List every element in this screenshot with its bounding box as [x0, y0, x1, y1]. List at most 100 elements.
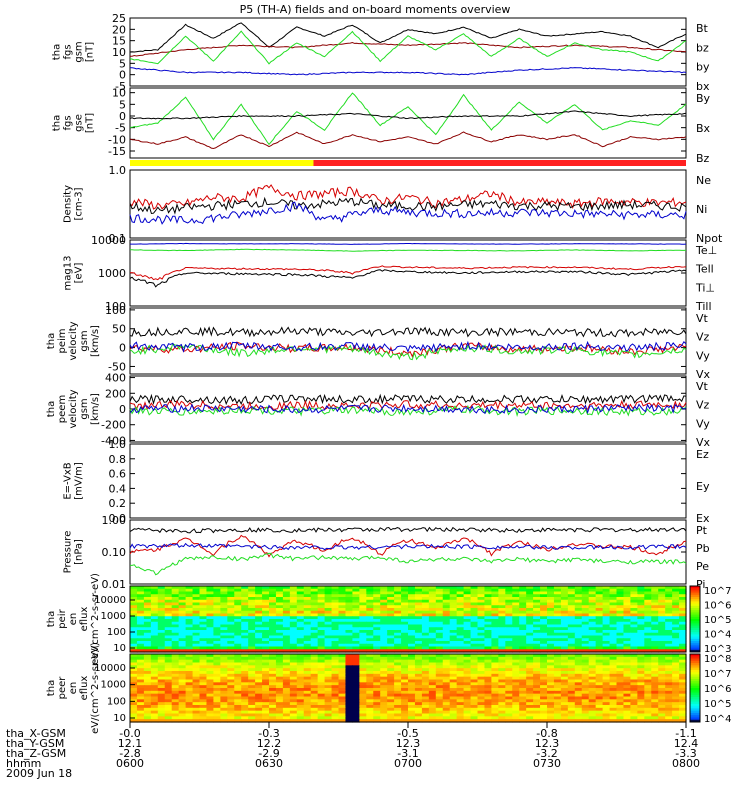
spectrogram-cell: [366, 594, 374, 598]
spectrogram-cell: [394, 613, 402, 617]
colorbar-label: 10^4: [704, 714, 731, 725]
spectrogram-cell: [540, 627, 548, 631]
spectrogram-cell: [512, 673, 520, 678]
ephem-label: tha_Y-GSM: [6, 737, 64, 750]
spectrogram-cell: [491, 613, 499, 617]
spectrogram-cell: [470, 713, 479, 717]
spectrogram-cell: [630, 676, 638, 681]
spectrogram-cell: [324, 679, 333, 683]
spectrogram-cell: [373, 671, 381, 675]
colorbar-step: [690, 669, 700, 673]
spectrogram-cell: [414, 693, 423, 698]
spectrogram-cell: [595, 685, 604, 689]
spectrogram-cell: [672, 643, 680, 648]
spectrogram-cell: [130, 594, 138, 598]
spectrogram-cell: [199, 608, 208, 612]
spectrogram-cell: [602, 662, 611, 666]
spectrogram-cell: [269, 613, 277, 617]
spectrogram-cell: [150, 696, 159, 700]
spectrogram-cell: [373, 659, 381, 664]
spectrogram-cell: [477, 588, 486, 593]
spectrogram-cell: [227, 608, 235, 612]
spectrogram-cell: [394, 719, 402, 723]
spectrogram-cell: [637, 624, 645, 628]
spectrogram-cell: [421, 630, 430, 634]
spectrogram-cell: [199, 656, 208, 661]
spectrogram-cell: [331, 668, 340, 672]
spectrogram-cell: [588, 613, 597, 617]
series-line-Bt: [129, 22, 687, 53]
spectrogram-cell: [484, 685, 492, 689]
spectrogram-cell: [192, 594, 201, 598]
spectrogram-cell: [199, 591, 208, 595]
spectrogram-cell: [401, 705, 409, 709]
spectrogram-cell: [602, 613, 611, 617]
panel-frame: [129, 87, 687, 159]
spectrogram-cell: [192, 707, 201, 712]
spectrogram-cell: [192, 673, 201, 678]
spectrogram-cell: [581, 646, 590, 650]
spectrogram-cell: [658, 656, 666, 661]
spectrogram-cell: [463, 619, 472, 623]
spectrogram-cell: [595, 638, 604, 642]
spectrogram-cell: [234, 659, 242, 664]
spectrogram-cell: [234, 602, 242, 606]
spectrogram-cell: [526, 608, 534, 612]
spectrogram-cell: [345, 635, 353, 639]
spectrogram-cell: [540, 671, 548, 675]
spectrogram-cell: [526, 591, 534, 595]
spectrogram-cell: [164, 690, 173, 695]
spectrogram-cell: [540, 616, 548, 620]
spectrogram-cell: [560, 688, 569, 692]
spectrogram-cell: [498, 693, 506, 698]
spectrogram-cell: [609, 635, 618, 639]
spectrogram-cell: [602, 679, 611, 683]
spectrogram-cell: [574, 696, 583, 700]
spectrogram-cell: [567, 685, 576, 689]
spectrogram-cell: [296, 693, 305, 698]
spectrogram-cell: [602, 616, 611, 620]
colorbar-step: [690, 712, 700, 716]
spectrogram-cell: [310, 668, 319, 672]
spectrogram-cell: [338, 676, 347, 681]
spectrogram-cell: [192, 662, 201, 666]
spectrogram-cell: [498, 719, 506, 723]
spectrogram-cell: [588, 707, 597, 712]
spectrogram-cell: [262, 679, 270, 683]
spectrogram-cell: [428, 610, 437, 615]
spectrogram-cell: [574, 668, 583, 672]
spectrogram-cell: [609, 656, 618, 661]
spectrogram-cell: [679, 693, 687, 698]
y-axis-label-line: gse: [74, 114, 85, 132]
spectrogram-cell: [275, 673, 284, 678]
spectrogram-cell: [296, 621, 305, 626]
spectrogram-cell: [130, 619, 138, 623]
spectrogram-cell: [581, 588, 590, 593]
spectrogram-cell: [526, 641, 534, 645]
spectrogram-cell: [262, 627, 270, 631]
spectrogram-cell: [178, 586, 187, 590]
spectrogram-cell: [644, 643, 652, 648]
spectrogram-cell: [275, 621, 284, 626]
spectrogram-cell: [199, 676, 208, 681]
spectrogram-cell: [296, 685, 305, 689]
spectrogram-cell: [672, 699, 680, 703]
spectrogram-cell: [512, 705, 520, 709]
spectrogram-cell: [373, 641, 381, 645]
spectrogram-cell: [540, 716, 548, 720]
y-axis-label: Pressure [nPa]: [63, 531, 85, 574]
spectrogram-cell: [553, 619, 562, 623]
spectrogram-cell: [679, 605, 687, 609]
spectrogram-cell: [484, 605, 492, 609]
spectrogram-cell: [248, 597, 256, 601]
spectrogram-cell: [442, 673, 451, 678]
spectrogram-cell: [241, 649, 249, 653]
spectrogram-cell: [171, 621, 180, 626]
spectrogram-cell: [456, 624, 465, 628]
spectrogram-cell: [470, 679, 479, 683]
spectrogram-cell: [164, 619, 173, 623]
spectrogram-cell: [171, 641, 180, 645]
spectrogram-cell: [567, 705, 576, 709]
colorbar-label: 10^3: [704, 644, 731, 655]
spectrogram-cell: [477, 707, 486, 712]
